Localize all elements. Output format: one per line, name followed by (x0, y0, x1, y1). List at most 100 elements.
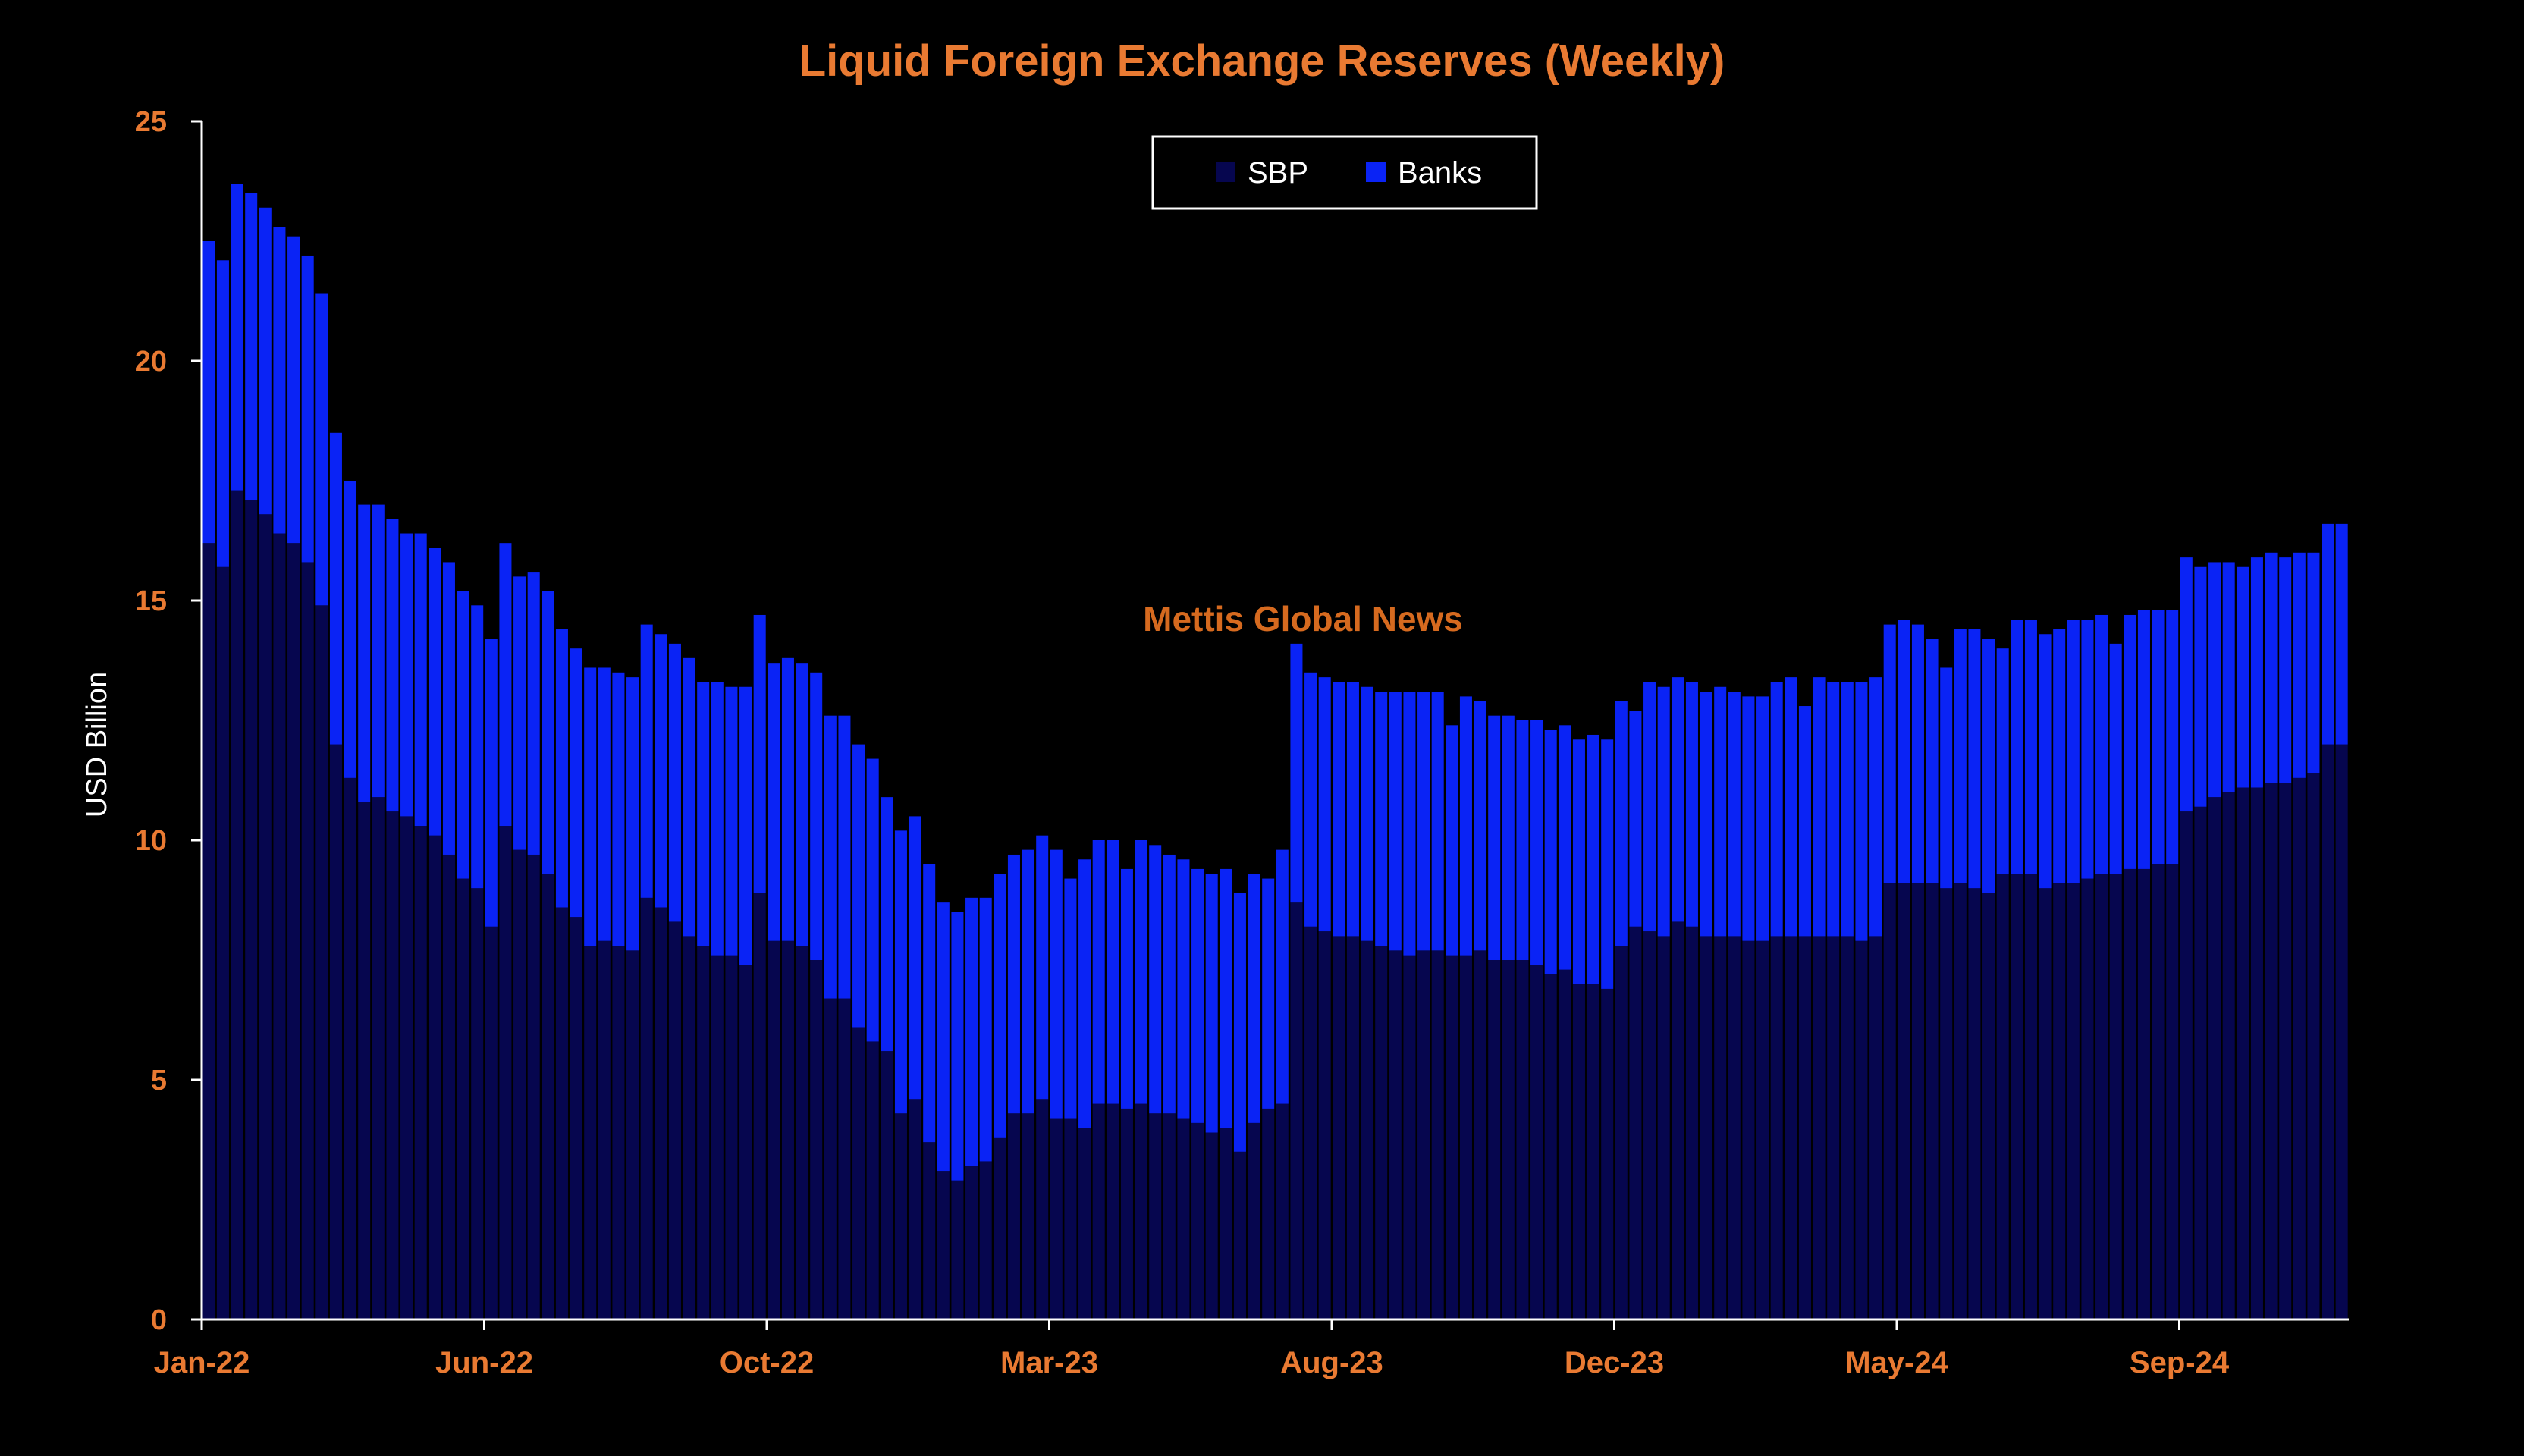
bar-sbp-44 (824, 998, 837, 1320)
bar-sbp-77 (1290, 902, 1303, 1320)
bar-sbp-123 (1940, 888, 1953, 1320)
y-tick-label-0: 0 (151, 1304, 167, 1336)
bar-banks-74 (1248, 874, 1260, 1123)
bar-sbp-126 (1982, 893, 1995, 1320)
bar-sbp-93 (1516, 960, 1529, 1320)
bar-sbp-102 (1643, 931, 1656, 1320)
bar-banks-119 (1883, 624, 1896, 883)
bar-banks-126 (1982, 639, 1995, 893)
bar-banks-127 (1996, 648, 2009, 874)
bar-banks-56 (994, 874, 1006, 1138)
bar-banks-18 (457, 591, 469, 879)
bar-sbp-127 (1996, 874, 2009, 1320)
bar-banks-76 (1276, 849, 1289, 1104)
bar-sbp-62 (1078, 1128, 1091, 1320)
bar-banks-116 (1841, 682, 1854, 937)
bar-banks-89 (1459, 696, 1472, 956)
bar-banks-96 (1559, 725, 1571, 970)
bar-sbp-74 (1248, 1122, 1260, 1320)
bar-sbp-50 (909, 1099, 921, 1320)
bar-banks-99 (1601, 739, 1614, 989)
bar-banks-9 (329, 432, 342, 745)
bar-sbp-32 (655, 907, 667, 1320)
bar-banks-128 (2011, 620, 2023, 874)
bar-sbp-82 (1361, 940, 1373, 1320)
bar-sbp-148 (2293, 777, 2306, 1320)
bar-banks-122 (1926, 639, 1939, 883)
bar-banks-75 (1262, 878, 1275, 1109)
bar-sbp-11 (358, 802, 371, 1320)
bar-sbp-10 (344, 777, 356, 1320)
bar-banks-93 (1516, 720, 1529, 960)
bar-sbp-64 (1107, 1103, 1119, 1320)
bar-sbp-132 (2067, 883, 2080, 1320)
bar-sbp-19 (471, 888, 484, 1320)
bar-sbp-106 (1700, 936, 1712, 1320)
bar-sbp-145 (2250, 787, 2263, 1320)
bar-sbp-107 (1714, 936, 1727, 1320)
bar-sbp-16 (429, 835, 441, 1320)
bar-banks-2 (231, 184, 243, 491)
bar-sbp-20 (485, 926, 498, 1320)
x-tick-label-Sep-24: Sep-24 (2130, 1346, 2230, 1379)
bar-sbp-48 (881, 1051, 893, 1320)
bar-banks-131 (2053, 629, 2066, 883)
bar-banks-118 (1869, 677, 1882, 937)
bar-banks-81 (1346, 682, 1359, 937)
bar-sbp-67 (1149, 1113, 1162, 1320)
y-tick-label-10: 10 (135, 825, 167, 857)
bar-banks-137 (2137, 610, 2150, 869)
bar-banks-117 (1855, 682, 1868, 941)
bar-banks-36 (711, 682, 724, 956)
bar-banks-141 (2194, 566, 2207, 807)
bar-sbp-90 (1474, 950, 1486, 1320)
bar-banks-135 (2109, 643, 2122, 874)
bar-sbp-61 (1064, 1118, 1077, 1320)
bar-banks-11 (358, 504, 371, 802)
bar-banks-143 (2222, 562, 2235, 792)
bar-sbp-144 (2237, 787, 2249, 1320)
bar-banks-138 (2152, 610, 2165, 864)
bar-banks-16 (429, 548, 441, 836)
bar-banks-140 (2180, 557, 2193, 812)
bar-banks-101 (1629, 711, 1642, 927)
bar-banks-12 (372, 504, 385, 798)
bar-banks-125 (1968, 629, 1981, 889)
bar-banks-77 (1290, 643, 1303, 903)
bar-sbp-76 (1276, 1103, 1289, 1320)
bar-banks-84 (1389, 692, 1402, 951)
bar-banks-55 (979, 897, 992, 1162)
bar-sbp-96 (1559, 969, 1571, 1320)
bar-sbp-120 (1898, 883, 1910, 1320)
bar-sbp-92 (1502, 960, 1515, 1320)
bar-banks-67 (1149, 845, 1162, 1114)
bar-banks-25 (555, 629, 568, 908)
bar-sbp-128 (2011, 874, 2023, 1320)
bar-banks-82 (1361, 686, 1373, 941)
bar-banks-6 (287, 236, 300, 544)
bar-banks-61 (1064, 878, 1077, 1119)
bar-banks-121 (1911, 624, 1924, 883)
bar-sbp-24 (542, 874, 554, 1320)
bar-banks-0 (202, 241, 215, 544)
bar-banks-100 (1615, 701, 1628, 946)
bar-banks-92 (1502, 715, 1515, 960)
bar-sbp-54 (965, 1166, 978, 1320)
bar-banks-83 (1375, 692, 1388, 946)
bar-banks-134 (2095, 614, 2108, 874)
bar-sbp-25 (555, 907, 568, 1320)
bar-sbp-63 (1092, 1103, 1105, 1320)
bar-sbp-2 (231, 490, 243, 1320)
bar-sbp-21 (499, 826, 512, 1320)
bar-banks-107 (1714, 686, 1727, 937)
bar-sbp-26 (570, 917, 582, 1320)
legend: SBP Banks (1151, 135, 1538, 210)
bar-banks-44 (824, 715, 837, 999)
bar-banks-114 (1813, 677, 1826, 937)
bar-sbp-37 (725, 955, 738, 1320)
bars-layer (202, 184, 2348, 1320)
bar-banks-24 (542, 591, 554, 874)
bar-banks-146 (2265, 552, 2278, 783)
x-tick-label-Jan-22: Jan-22 (154, 1346, 250, 1379)
bar-sbp-31 (640, 897, 653, 1320)
